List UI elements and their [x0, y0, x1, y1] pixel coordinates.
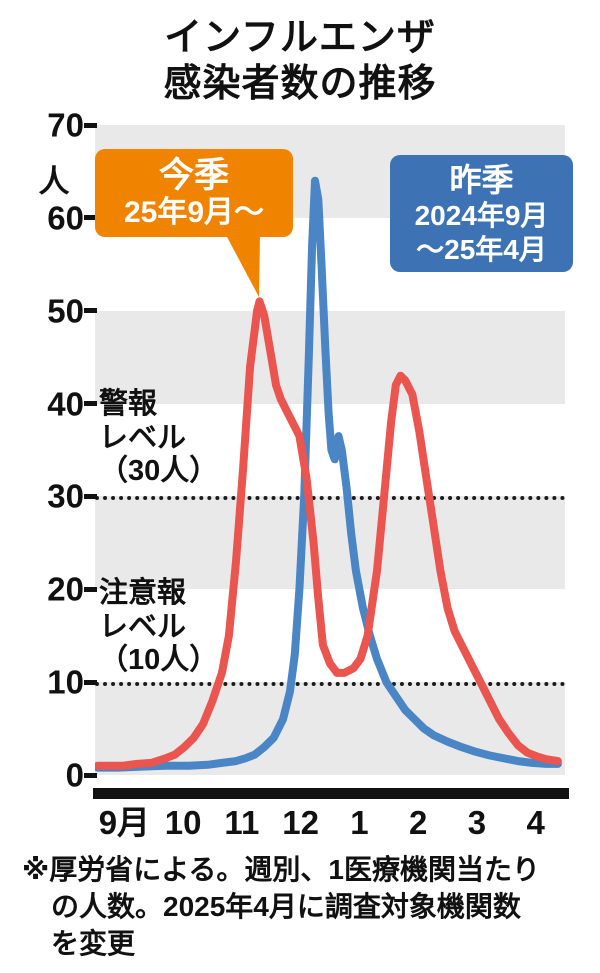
y-axis-tick: [84, 679, 97, 685]
y-axis-unit: 人: [38, 164, 70, 199]
caution-level-label: 注意報 レベル （10人）: [99, 577, 218, 678]
warning-level-label: 警報 レベル （30人）: [99, 388, 218, 489]
y-axis-label-50: 50: [47, 292, 84, 330]
plot-band: [95, 496, 565, 590]
x-axis-label-7: 3: [467, 804, 487, 841]
x-axis-label-4: 12: [282, 804, 319, 841]
threshold-line-30: [95, 496, 565, 501]
y-axis-tick: [84, 215, 97, 221]
chart-title-line2: 感染者数の推移: [163, 62, 437, 105]
y-axis-label-20: 20: [47, 570, 84, 608]
warning-level-line1: 警報: [99, 388, 158, 420]
y-axis-tick: [84, 493, 97, 499]
this-season-callout-range: 25年9月〜: [123, 196, 265, 230]
last-season-callout-title: 昨季: [449, 162, 514, 198]
last-season-callout: 昨季 2024年9月 〜25年4月: [390, 155, 573, 272]
warning-level-line3: （30人）: [99, 455, 219, 488]
chart-canvas: [95, 176, 562, 772]
warning-level-line2: レベル: [99, 421, 187, 454]
chart-title: インフルエンザ 感染者数の推移: [0, 16, 600, 107]
footnote: ※厚労省による。週別、1医療機関当たり の人数。2025年4月に調査対象機関数 …: [22, 851, 540, 963]
y-axis-tick: [84, 772, 97, 778]
chart-title-line1: インフルエンザ: [164, 17, 436, 59]
x-axis-label-8: 4: [526, 804, 545, 841]
y-axis-label-40: 40: [47, 385, 84, 423]
line-last-season: [95, 176, 562, 772]
y-axis-label-10: 10: [47, 663, 84, 701]
y-axis-tick: [84, 401, 97, 407]
y-axis-tick: [84, 122, 97, 128]
x-axis-label-6: 2: [408, 804, 428, 841]
footnote-line2: の人数。2025年4月に調査対象機関数: [51, 891, 521, 923]
x-axis-bar: [93, 788, 569, 799]
this-season-callout-title: 今季: [158, 156, 229, 195]
last-season-callout-range2: 〜25年4月: [416, 233, 547, 265]
last-season-callout-range1: 2024年9月: [414, 199, 549, 231]
y-axis-tick: [84, 586, 97, 592]
y-axis-label-60: 60: [47, 199, 84, 237]
x-axis-label-5: 1: [350, 804, 369, 841]
caution-level-line1: 注意報: [99, 577, 187, 609]
this-season-callout: 今季 25年9月〜: [95, 149, 293, 237]
x-axis-label-1: 9月: [98, 804, 151, 841]
caution-level-line3: （10人）: [99, 644, 219, 677]
footnote-line1: ※厚労省による。週別、1医療機関当たり: [22, 854, 540, 885]
y-axis-label-70: 70: [47, 106, 84, 144]
footnote-line3: を変更: [51, 928, 136, 960]
y-axis-label-0: 0: [65, 756, 84, 794]
x-axis-label-2: 10: [164, 804, 202, 841]
y-axis-tick: [84, 308, 97, 314]
x-axis-label-3: 11: [224, 804, 260, 841]
line-this-season: [95, 297, 562, 770]
y-axis-label-30: 30: [47, 477, 84, 515]
caution-level-line2: レベル: [99, 610, 187, 643]
threshold-line-10: [95, 682, 565, 687]
